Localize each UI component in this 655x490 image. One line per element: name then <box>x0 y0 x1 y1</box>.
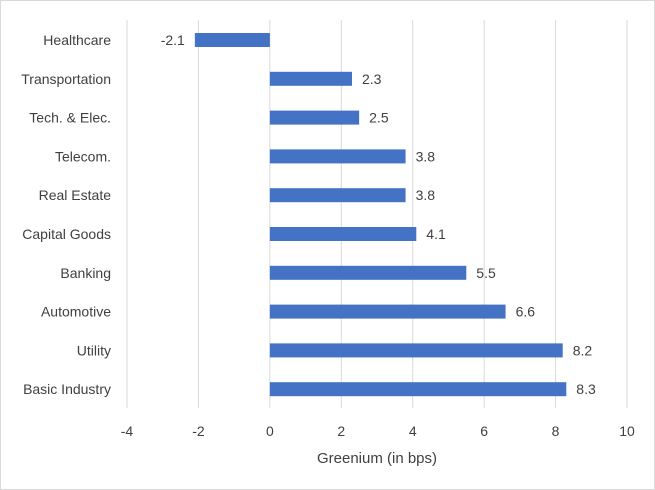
category-label: Transportation <box>21 71 111 87</box>
data-label: 8.3 <box>576 381 596 397</box>
data-label: 2.5 <box>369 110 389 126</box>
gridlines <box>126 20 628 408</box>
data-label: -2.1 <box>161 32 185 48</box>
category-labels: Healthcare Transportation Tech. & Elec. Tel… <box>21 32 111 397</box>
category-label: Telecom. <box>55 148 111 164</box>
bar <box>269 265 467 280</box>
x-tick-label: 10 <box>619 423 635 439</box>
bar <box>269 110 360 125</box>
category-label: Basic Industry <box>23 381 111 397</box>
bar <box>269 149 406 164</box>
x-tick-label: 4 <box>409 423 417 439</box>
bars <box>194 33 567 397</box>
bar <box>269 71 352 86</box>
data-label: 4.1 <box>426 226 446 242</box>
category-label: Banking <box>60 265 111 281</box>
bar <box>269 382 567 397</box>
bar <box>194 33 270 47</box>
x-axis-title: Greenium (in bps) <box>317 450 437 467</box>
data-label: 5.5 <box>476 265 496 281</box>
x-tick-label: 8 <box>552 423 560 439</box>
data-label: 2.3 <box>362 71 382 87</box>
bar <box>269 304 506 319</box>
x-tick-label: 0 <box>266 423 274 439</box>
bar <box>269 188 406 203</box>
data-labels: -2.1 2.3 2.5 3.8 3.8 4.1 5.5 6.6 8.2 8.3 <box>161 32 596 397</box>
category-label: Utility <box>77 342 111 358</box>
x-tick-label: -2 <box>192 423 205 439</box>
category-label: Capital Goods <box>22 226 111 242</box>
bar <box>269 227 417 241</box>
data-label: 8.2 <box>573 342 593 358</box>
data-label: 3.8 <box>416 148 436 164</box>
x-tick-label: -4 <box>121 423 134 439</box>
x-tick-label: 6 <box>480 423 488 439</box>
category-label: Healthcare <box>43 32 111 48</box>
data-label: 3.8 <box>416 187 436 203</box>
bar <box>269 343 563 358</box>
category-label: Automotive <box>41 304 111 320</box>
x-tick-labels: -4 -2 0 2 4 6 8 10 <box>121 423 635 439</box>
data-label: 6.6 <box>516 304 536 320</box>
x-tick-label: 2 <box>337 423 345 439</box>
category-label: Tech. & Elec. <box>29 110 111 126</box>
category-label: Real Estate <box>39 187 112 203</box>
